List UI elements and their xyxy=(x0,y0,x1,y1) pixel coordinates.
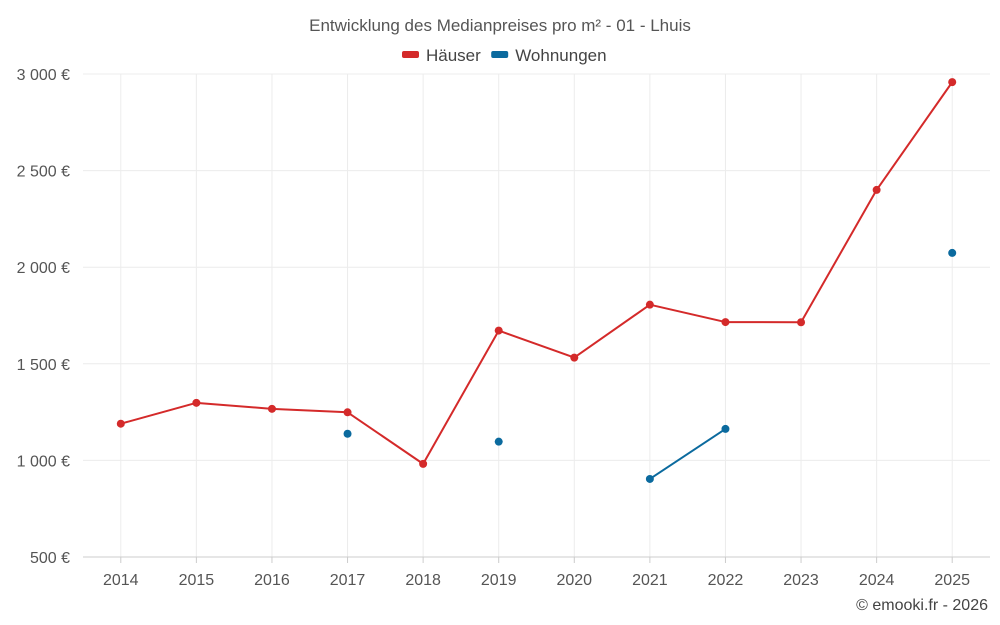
x-tick-label: 2025 xyxy=(934,572,970,589)
data-point-wohnungen[interactable] xyxy=(494,437,503,446)
series-häuser xyxy=(116,78,957,468)
series-line-segment xyxy=(195,401,273,410)
x-tick-label: 2024 xyxy=(859,572,895,589)
y-tick-label: 1 000 € xyxy=(17,453,70,470)
y-tick-label: 2 500 € xyxy=(17,164,70,181)
x-tick-label: 2019 xyxy=(481,572,517,589)
data-point-wohnungen[interactable] xyxy=(645,474,654,483)
series-wohnungen xyxy=(343,248,957,483)
data-point-häuser[interactable] xyxy=(267,404,276,413)
series-line-segment xyxy=(270,407,349,414)
data-point-wohnungen[interactable] xyxy=(721,424,730,433)
series-line-segment xyxy=(422,329,500,465)
series-line-segment xyxy=(875,81,954,191)
credit-text: © emooki.fr - 2026 xyxy=(856,597,988,614)
chart-title: Entwicklung des Medianpreises pro m² - 0… xyxy=(309,16,691,35)
data-point-häuser[interactable] xyxy=(116,419,125,428)
series-line-segment xyxy=(648,303,727,324)
x-tick-label: 2017 xyxy=(330,572,366,589)
data-point-häuser[interactable] xyxy=(192,398,201,407)
data-point-häuser[interactable] xyxy=(343,408,352,417)
legend-label: Wohnungen xyxy=(515,46,606,65)
legend-item-wohnungen[interactable]: Wohnungen xyxy=(491,46,607,65)
series-line-segment xyxy=(800,188,878,324)
y-tick-label: 2 000 € xyxy=(17,260,70,277)
legend-swatch xyxy=(491,51,509,58)
legend-label: Häuser xyxy=(426,46,481,65)
legend-swatch xyxy=(402,51,419,58)
series-line-segment xyxy=(573,303,651,359)
data-point-häuser[interactable] xyxy=(797,318,806,327)
x-gridlines xyxy=(120,74,953,563)
x-tick-label: 2022 xyxy=(708,572,744,589)
data-point-häuser[interactable] xyxy=(645,300,654,309)
series-line-segment xyxy=(497,329,576,359)
data-point-häuser[interactable] xyxy=(872,185,881,194)
y-tick-label: 3 000 € xyxy=(17,67,70,84)
series-line-segment xyxy=(648,427,727,480)
x-tick-label: 2020 xyxy=(556,572,592,589)
series-line-segment xyxy=(346,411,425,465)
x-tick-label: 2023 xyxy=(783,572,819,589)
y-tick-labels: 500 € 1 000 € 1 500 € 2 000 € 2 500 € 3 000 € xyxy=(17,67,70,567)
series-layer xyxy=(116,78,957,483)
x-tick-label: 2016 xyxy=(254,572,290,589)
x-tick-label: 2015 xyxy=(179,572,215,589)
data-point-häuser[interactable] xyxy=(419,459,428,468)
data-point-häuser[interactable] xyxy=(494,326,503,335)
data-point-häuser[interactable] xyxy=(948,78,957,87)
legend-item-häuser[interactable]: Häuser xyxy=(402,46,481,65)
data-point-häuser[interactable] xyxy=(570,353,579,362)
data-point-wohnungen[interactable] xyxy=(343,429,352,438)
y-gridlines xyxy=(83,73,990,461)
x-tick-label: 2021 xyxy=(632,572,668,589)
y-tick-label: 1 500 € xyxy=(17,357,70,374)
x-tick-label: 2014 xyxy=(103,572,139,589)
series-line-segment xyxy=(119,401,198,425)
legend: Häuser Wohnungen xyxy=(402,46,607,65)
data-point-wohnungen[interactable] xyxy=(948,248,957,257)
y-tick-label: 500 € xyxy=(30,550,70,567)
data-point-häuser[interactable] xyxy=(721,318,730,327)
x-tick-label: 2018 xyxy=(405,572,441,589)
x-tick-labels: 2014 2015 2016 2017 2018 2019 2020 2021 2022 2023… xyxy=(103,572,970,589)
